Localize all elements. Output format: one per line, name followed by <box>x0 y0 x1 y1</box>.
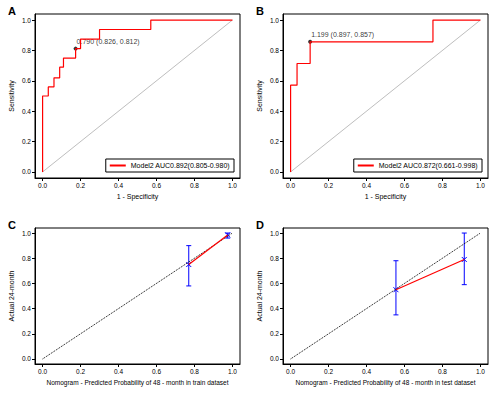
svg-text:0.8: 0.8 <box>270 255 279 262</box>
svg-text:0.6: 0.6 <box>152 182 161 189</box>
svg-text:Nomogram - Predicted Probabili: Nomogram - Predicted Probability of 48 -… <box>296 379 476 387</box>
svg-text:1 - Specificity: 1 - Specificity <box>117 193 159 201</box>
svg-text:D: D <box>256 219 264 231</box>
svg-text:1.199 (0.897, 0.857): 1.199 (0.897, 0.857) <box>311 31 374 39</box>
svg-text:0.4: 0.4 <box>362 182 371 189</box>
svg-text:0.8: 0.8 <box>438 182 447 189</box>
svg-text:1.0: 1.0 <box>270 230 279 237</box>
svg-text:Sensitivity: Sensitivity <box>256 80 264 112</box>
svg-text:0.6: 0.6 <box>152 368 161 375</box>
svg-text:1.0: 1.0 <box>476 368 485 375</box>
svg-text:0.4: 0.4 <box>22 305 31 312</box>
svg-text:0.4: 0.4 <box>22 108 31 115</box>
svg-text:1 - Specificity: 1 - Specificity <box>365 193 407 201</box>
svg-text:0.8: 0.8 <box>438 368 447 375</box>
svg-text:1.0: 1.0 <box>270 17 279 24</box>
svg-text:0.8: 0.8 <box>270 47 279 54</box>
svg-text:0.8: 0.8 <box>190 368 199 375</box>
svg-text:0.4: 0.4 <box>270 305 279 312</box>
svg-text:0.2: 0.2 <box>270 330 279 337</box>
svg-text:Model2 AUC0.872(0.661-0.998): Model2 AUC0.872(0.661-0.998) <box>379 162 478 170</box>
svg-text:0.0: 0.0 <box>270 355 279 362</box>
svg-text:0.2: 0.2 <box>324 182 333 189</box>
svg-text:0.6: 0.6 <box>270 77 279 84</box>
svg-text:0.2: 0.2 <box>270 138 279 145</box>
svg-text:Sensitivity: Sensitivity <box>8 80 16 112</box>
svg-text:0.4: 0.4 <box>362 368 371 375</box>
svg-text:0.6: 0.6 <box>400 182 409 189</box>
svg-text:0.0: 0.0 <box>286 368 295 375</box>
svg-text:0.0: 0.0 <box>270 168 279 175</box>
svg-text:0.0: 0.0 <box>38 368 47 375</box>
svg-text:0.8: 0.8 <box>22 47 31 54</box>
svg-text:B: B <box>256 5 264 17</box>
svg-text:0.6: 0.6 <box>22 77 31 84</box>
svg-text:1.0: 1.0 <box>476 182 485 189</box>
svg-text:0.2: 0.2 <box>76 368 85 375</box>
svg-text:0.0: 0.0 <box>22 168 31 175</box>
svg-text:0.2: 0.2 <box>22 138 31 145</box>
svg-text:1.0: 1.0 <box>228 368 237 375</box>
svg-text:0.6: 0.6 <box>400 368 409 375</box>
svg-text:0.4: 0.4 <box>114 182 123 189</box>
svg-text:0.6: 0.6 <box>270 280 279 287</box>
svg-text:0.6: 0.6 <box>22 280 31 287</box>
svg-text:A: A <box>8 5 16 17</box>
svg-text:1.0: 1.0 <box>22 17 31 24</box>
svg-text:0.2: 0.2 <box>22 330 31 337</box>
svg-text:1.0: 1.0 <box>228 182 237 189</box>
svg-text:0.8: 0.8 <box>190 182 199 189</box>
svg-text:Model2 AUC0.892(0.805-0.980): Model2 AUC0.892(0.805-0.980) <box>131 162 230 170</box>
svg-text:Actual 24-month: Actual 24-month <box>256 270 263 321</box>
svg-text:0.2: 0.2 <box>76 182 85 189</box>
svg-text:0.4: 0.4 <box>270 108 279 115</box>
svg-text:Actual 24-month: Actual 24-month <box>8 270 15 321</box>
svg-text:C: C <box>8 219 16 231</box>
svg-text:1.0: 1.0 <box>22 230 31 237</box>
svg-text:0.0: 0.0 <box>22 355 31 362</box>
svg-text:Nomogram - Predicted Probabili: Nomogram - Predicted Probability of 48 -… <box>46 379 228 387</box>
svg-text:0.0: 0.0 <box>38 182 47 189</box>
svg-text:0.8: 0.8 <box>22 255 31 262</box>
svg-text:0.4: 0.4 <box>114 368 123 375</box>
svg-text:0.2: 0.2 <box>324 368 333 375</box>
svg-text:0.790 (0.826, 0.812): 0.790 (0.826, 0.812) <box>76 37 140 45</box>
svg-text:0.0: 0.0 <box>286 182 295 189</box>
